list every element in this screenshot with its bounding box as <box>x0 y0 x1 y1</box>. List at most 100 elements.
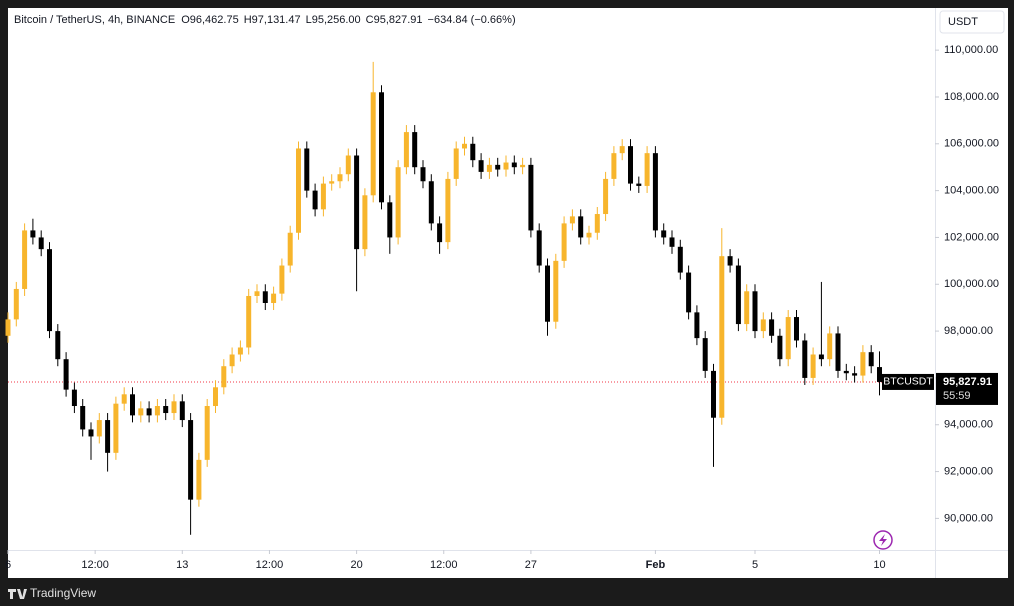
candle-body <box>329 181 335 184</box>
candle-body <box>130 394 135 416</box>
candle-body <box>777 335 783 360</box>
ohlc-label: L <box>306 14 312 26</box>
candle-body <box>553 260 559 322</box>
candle-body <box>55 331 61 360</box>
candle-body <box>677 246 683 273</box>
header: Bitcoin / TetherUS, 4h, BINANCE O96,462.7… <box>14 14 516 26</box>
candle-body <box>96 420 102 437</box>
symbol-tag-bg <box>882 373 934 390</box>
candle-body <box>412 132 418 168</box>
candle-body <box>428 181 434 224</box>
candle-body <box>337 174 343 182</box>
y-tick-label: 102,000.00 <box>944 231 999 243</box>
candle-body <box>271 293 277 303</box>
candle-body <box>279 265 285 294</box>
candle-body <box>578 216 584 238</box>
price-tag: 95,827.91 <box>943 376 992 388</box>
candle-body <box>536 230 542 266</box>
candle-body <box>769 319 775 336</box>
x-tick-label: Feb <box>646 559 666 571</box>
candle-body <box>744 291 750 325</box>
candle-body <box>652 153 658 231</box>
candle-body <box>63 359 69 390</box>
chart-background <box>8 8 1008 578</box>
candle-body <box>727 256 733 266</box>
candle-body <box>719 256 725 418</box>
candle-body <box>379 92 384 203</box>
candle-body <box>237 347 243 355</box>
x-tick-label: 10 <box>873 559 885 571</box>
candle-body <box>320 183 326 210</box>
candle-body <box>877 367 882 382</box>
lightning-icon[interactable] <box>873 530 893 550</box>
candle-body <box>262 291 268 303</box>
candle-body <box>462 143 467 149</box>
candle-body <box>818 354 824 360</box>
candle-body <box>594 214 600 233</box>
ohlc-label: O <box>181 14 190 26</box>
y-tick-label: 92,000.00 <box>944 465 993 477</box>
candle-body <box>785 317 791 360</box>
candle-body <box>30 230 36 238</box>
y-tick-label: 94,000.00 <box>944 419 993 431</box>
candle-body <box>395 167 401 238</box>
candle-body <box>843 370 849 374</box>
y-tick-label: 100,000.00 <box>944 278 999 290</box>
candle-body <box>528 164 534 231</box>
candle-body <box>296 148 301 233</box>
ohlc-label: H <box>244 14 252 26</box>
candle-body <box>545 265 550 322</box>
y-tick-label: 108,000.00 <box>944 91 999 103</box>
candle-body <box>860 352 866 376</box>
candle-body <box>478 160 484 172</box>
price-tag-bg <box>936 372 998 405</box>
candle-body <box>694 312 700 339</box>
symbol-name: Bitcoin / TetherUS, 4h, BINANCE <box>14 14 175 26</box>
candle-body <box>71 389 77 407</box>
candle-body <box>445 178 451 243</box>
price-change: −634.84 (−0.66%) <box>428 14 516 26</box>
countdown: 55:59 <box>943 390 971 402</box>
candle-body <box>121 394 127 404</box>
candle-body <box>403 132 409 168</box>
candle-body <box>760 319 766 332</box>
candle-body <box>221 366 227 388</box>
x-tick-label: 12:00 <box>81 559 109 571</box>
candle-body <box>868 352 874 367</box>
candle-body <box>603 178 609 215</box>
candle-body <box>686 272 692 313</box>
candle-body <box>229 354 235 367</box>
candle-body <box>138 408 144 416</box>
candle-body <box>13 288 19 320</box>
brand-logo <box>8 589 27 599</box>
candle-body <box>437 223 443 243</box>
currency-button[interactable] <box>939 10 1005 34</box>
candle-body <box>38 237 44 250</box>
candle-body <box>154 406 160 416</box>
candle-body <box>179 401 185 421</box>
candle-body <box>254 291 260 296</box>
candle-body <box>5 319 11 336</box>
y-tick-label: 104,000.00 <box>944 185 999 197</box>
candle-body <box>362 195 368 250</box>
candle-body <box>105 420 111 453</box>
candle-body <box>312 190 318 210</box>
candle-body <box>495 164 501 170</box>
candle-body <box>204 406 210 460</box>
candle-body <box>354 155 360 250</box>
x-tick-label: 6 <box>5 559 11 571</box>
x-tick-label: 5 <box>752 559 758 571</box>
candle-body <box>486 164 492 172</box>
candle-body <box>810 354 816 378</box>
candle-body <box>752 291 758 332</box>
candle-body <box>661 230 667 238</box>
candle-body <box>611 153 617 179</box>
candle-body <box>794 317 799 341</box>
currency[interactable]: USDT <box>948 16 978 28</box>
x-tick-label: 27 <box>525 559 537 571</box>
candle-body <box>835 333 841 371</box>
candle-body <box>619 146 625 154</box>
candle-body <box>628 146 633 184</box>
